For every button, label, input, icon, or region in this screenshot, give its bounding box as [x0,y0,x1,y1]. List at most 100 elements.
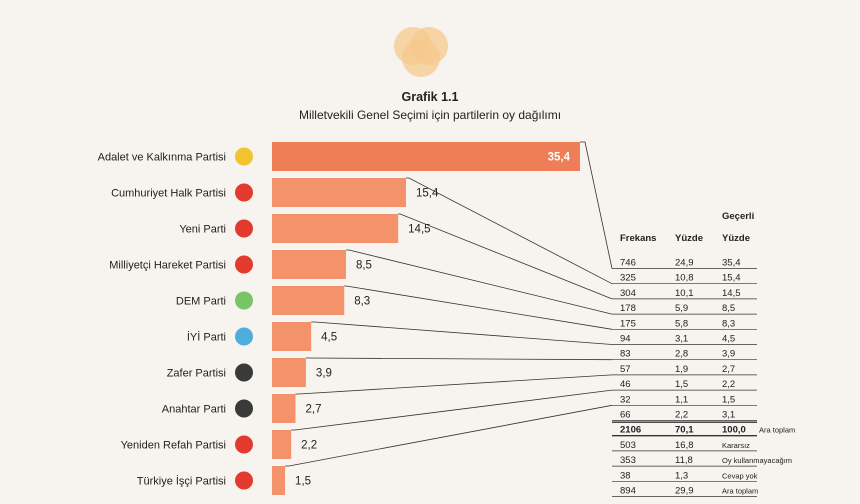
bar [272,466,286,495]
table-cell: 66 [620,410,631,421]
iyi-parti-star-icon [235,327,253,346]
akp-bulb-icon [235,147,253,166]
table-cell: 175 [620,318,636,329]
table-cell: 3,1 [675,334,688,345]
category-label: DEM Parti [176,296,226,308]
category-label: Anahtar Parti [162,404,226,416]
table-cell: 100,0 [722,425,746,436]
table-cell: 2,8 [675,349,688,360]
table-cell: 83 [620,349,631,360]
table-cell: 32 [620,394,631,405]
bar [272,178,406,207]
table-cell: 1,3 [675,470,688,481]
connector-line [344,285,613,330]
table-cell: 894 [620,486,636,497]
dem-parti-logo-icon [235,291,253,310]
table-cell: 24,9 [675,258,694,269]
data-label: 4,5 [321,332,337,344]
table-cell: 16,8 [675,440,694,451]
table-cell: 1,5 [675,379,688,390]
table-cell: 2,2 [722,379,735,390]
chart-title: Grafik 1.1 [401,90,459,104]
data-label: 3,9 [316,368,332,380]
bar [272,430,292,459]
connector-line [345,249,613,315]
connector-line [305,357,613,361]
table-cell: 94 [620,334,631,345]
connector-line [405,177,613,285]
table-cell: 29,9 [675,486,694,497]
connector-line [580,141,613,269]
category-label: Cumhuriyet Halk Partisi [111,188,226,200]
table-header-gecerli: Geçerli [722,211,754,222]
table-cell: 3,9 [722,349,735,360]
table-cell: 57 [620,364,631,375]
bar [272,142,580,171]
category-label: Milliyetçi Hareket Partisi [109,260,226,272]
category-label: Türkiye İşçi Partisi [137,475,226,488]
table-cell: 15,4 [722,273,741,284]
table-cell: 3,1 [722,410,735,421]
bar [272,358,306,387]
table-header-gecerli-yuzde: Yüzde [722,233,750,244]
table-row-note: Oy kullanmayacağım [722,456,792,465]
data-label: 15,4 [416,188,439,200]
connector-line [295,374,613,395]
table-cell: 178 [620,303,636,314]
bar [272,394,296,423]
mhp-crescents-icon [235,255,253,274]
table-cell: 2,7 [722,364,735,375]
table-cell: 38 [620,470,631,481]
connector-line [398,213,613,300]
table-cell: 11,8 [675,455,693,466]
table-cell: 353 [620,455,636,466]
chp-arrows-icon [235,183,253,202]
table-header-yuzde: Yüzde [675,233,703,244]
table-row-note: Ara toplam [759,426,795,435]
data-label: 35,4 [548,152,571,164]
table-cell: 2106 [620,425,641,436]
data-label: 2,7 [305,404,321,416]
zafer-torch-icon [235,363,253,382]
table-cell: 503 [620,440,636,451]
table-cell: 14,5 [722,288,741,299]
data-label: 8,5 [356,260,372,272]
connector-line [285,404,613,467]
table-row-note: Cevap yok [722,471,758,480]
tip-logo-icon [235,471,253,490]
data-label: 8,3 [354,296,370,308]
table-cell: 5,9 [675,303,688,314]
category-label: Adalet ve Kalkınma Partisi [98,152,226,164]
table-cell: 746 [620,258,636,269]
table-cell: 46 [620,379,631,390]
table-cell: 70,1 [675,425,694,436]
table-cell: 325 [620,273,636,284]
table-cell: 1,9 [675,364,688,375]
table-cell: 304 [620,288,636,299]
anahtar-key-icon [235,399,253,418]
data-label: 14,5 [408,224,430,236]
table-row-note: Kararsız [722,441,750,450]
category-label: İYİ Parti [187,331,226,344]
table-cell: 8,5 [722,303,735,314]
chart-subtitle: Milletvekili Genel Seçimi için partileri… [298,108,562,122]
connector-line [311,321,613,345]
connector-line [291,389,613,431]
table-cell: 1,1 [675,394,688,405]
table-header-frekans: Frekans [620,233,656,244]
category-label: Yeniden Refah Partisi [121,440,226,452]
table-cell: 35,4 [722,258,741,269]
table-row-note: Ara toplam [722,487,758,496]
yeniden-refah-logo-icon [235,435,253,454]
table-cell: 8,3 [722,318,735,329]
bar [272,322,312,351]
category-label: Yeni Parti [179,224,226,236]
table-cell: 5,8 [675,318,688,329]
table-cell: 2,2 [675,410,688,421]
bar [272,214,399,243]
bar [272,250,346,279]
data-label: 2,2 [301,440,317,452]
table-cell: 10,1 [675,288,694,299]
yeni-parti-logo-icon [235,219,253,238]
table-cell: 10,8 [675,273,694,284]
